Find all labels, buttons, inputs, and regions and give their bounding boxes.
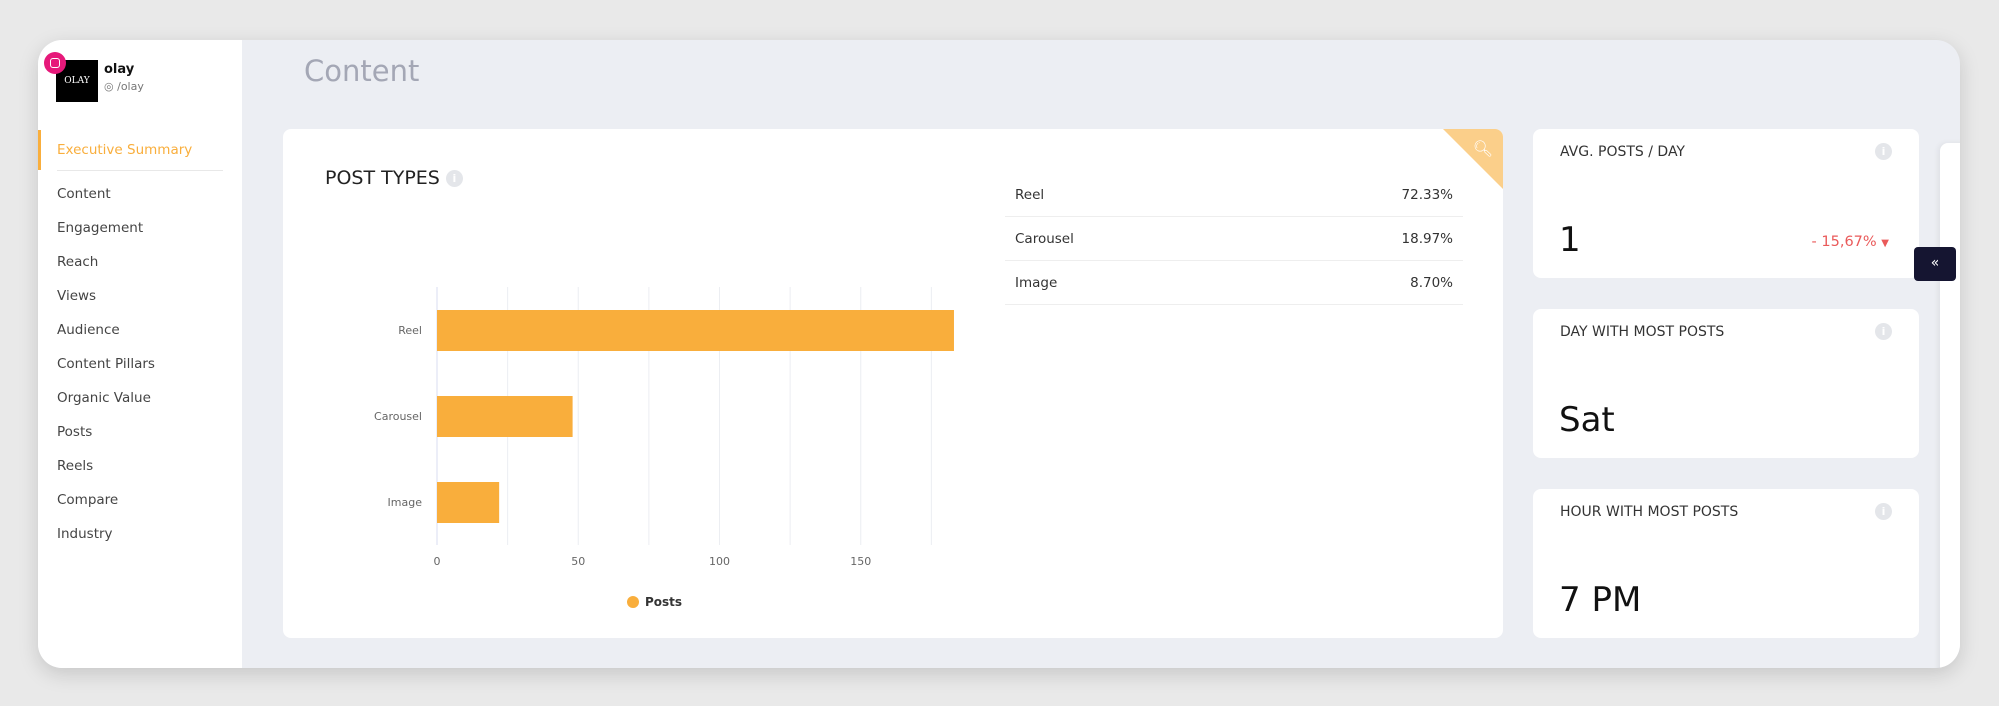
stat-label: HOUR WITH MOST POSTS <box>1560 504 1739 520</box>
stat-value: 1 <box>1559 220 1581 260</box>
info-icon[interactable]: i <box>445 170 463 187</box>
search-icon[interactable]: 🔍︎ <box>1472 139 1493 158</box>
sidebar: OLAY olay ◎ /olay Executive Summary Conte… <box>38 40 242 668</box>
y-category-label: Reel <box>398 324 422 337</box>
bar-reel <box>437 310 954 351</box>
caret-down-icon: ▼ <box>1881 238 1889 249</box>
sidebar-item-executive-summary[interactable]: Executive Summary <box>38 130 242 170</box>
y-category-label: Carousel <box>374 410 422 423</box>
table-row: Reel 72.33% <box>1005 173 1463 217</box>
side-panel <box>1940 143 1960 668</box>
zoom-corner[interactable] <box>1443 129 1503 189</box>
legend-label: Posts <box>645 595 682 609</box>
stat-card: AVG. POSTS / DAY i 1 - 15,67% ▼ <box>1533 129 1919 278</box>
bar-image <box>437 482 500 523</box>
stat-card: HOUR WITH MOST POSTS i 7 PM <box>1533 489 1919 638</box>
x-tick-label: 50 <box>571 555 585 568</box>
y-category-label: Image <box>388 496 423 509</box>
table-row: Carousel 18.97% <box>1005 217 1463 261</box>
sidebar-item-posts[interactable]: Posts <box>57 424 93 440</box>
handle-text: /olay <box>117 80 144 93</box>
info-icon[interactable]: i <box>1875 143 1892 160</box>
post-types-table: Reel 72.33% Carousel 18.97% Image 8.70% <box>1005 173 1463 305</box>
stat-card: DAY WITH MOST POSTS i Sat <box>1533 309 1919 458</box>
x-tick-label: 0 <box>434 555 441 568</box>
instagram-small-icon: ◎ <box>104 80 118 93</box>
delta-text: - 15,67% <box>1811 234 1877 250</box>
row-type: Reel <box>1015 187 1045 203</box>
sidebar-item-reach[interactable]: Reach <box>57 254 99 270</box>
sidebar-item-content[interactable]: Content <box>57 186 111 202</box>
row-type: Image <box>1015 275 1058 291</box>
collapse-button[interactable]: « <box>1914 247 1956 281</box>
sidebar-item-content-pillars[interactable]: Content Pillars <box>57 356 155 372</box>
bar-carousel <box>437 396 573 437</box>
table-row: Image 8.70% <box>1005 261 1463 305</box>
instagram-icon <box>44 52 66 74</box>
row-percent: 18.97% <box>1401 231 1453 247</box>
post-types-card: 🔍︎ POST TYPES i 050100150200ReelCarousel… <box>283 129 1503 638</box>
stat-value: 7 PM <box>1559 580 1642 620</box>
row-percent: 72.33% <box>1401 187 1453 203</box>
avatar: OLAY <box>44 52 98 102</box>
stat-label: DAY WITH MOST POSTS <box>1560 324 1725 340</box>
info-icon[interactable]: i <box>1875 503 1892 520</box>
legend-marker <box>627 596 639 608</box>
sidebar-item-audience[interactable]: Audience <box>57 322 120 338</box>
nav-divider <box>57 170 223 171</box>
profile-handle: ◎ /olay <box>104 80 144 93</box>
post-types-chart: 050100150200ReelCarouselImagePosts <box>374 287 954 609</box>
info-icon[interactable]: i <box>1875 323 1892 340</box>
sidebar-item-views[interactable]: Views <box>57 288 97 304</box>
profile: OLAY olay ◎ /olay <box>44 52 144 102</box>
stat-value: Sat <box>1559 400 1615 440</box>
logo-text: OLAY <box>64 76 90 86</box>
stat-label: AVG. POSTS / DAY <box>1560 144 1685 160</box>
post-types-title: POST TYPES <box>325 167 440 189</box>
x-tick-label: 100 <box>709 555 730 568</box>
row-percent: 8.70% <box>1410 275 1453 291</box>
stat-delta: - 15,67% ▼ <box>1812 234 1889 250</box>
card-title: POST TYPES i <box>325 167 463 189</box>
sidebar-nav: Executive Summary Content Engagement Reach V… <box>38 130 242 551</box>
sidebar-item-engagement[interactable]: Engagement <box>57 220 144 236</box>
sidebar-item-industry[interactable]: Industry <box>57 526 113 542</box>
app-window: OLAY olay ◎ /olay Executive Summary Conte… <box>38 40 1960 668</box>
sidebar-item-compare[interactable]: Compare <box>57 492 119 508</box>
sidebar-item-reels[interactable]: Reels <box>57 458 94 474</box>
row-type: Carousel <box>1015 231 1074 247</box>
x-tick-label: 150 <box>850 555 871 568</box>
profile-name: olay <box>104 62 135 77</box>
page-title: Content <box>304 54 420 88</box>
sidebar-item-organic-value[interactable]: Organic Value <box>57 390 151 406</box>
